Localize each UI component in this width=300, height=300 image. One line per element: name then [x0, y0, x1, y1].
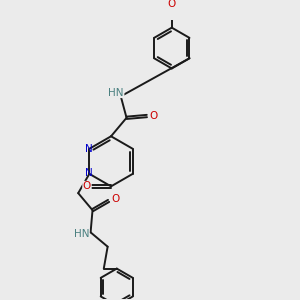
Text: O: O	[83, 182, 91, 191]
Text: O: O	[149, 111, 158, 121]
Text: N: N	[85, 168, 92, 178]
Text: O: O	[111, 194, 119, 204]
Text: HN: HN	[74, 229, 89, 239]
Text: HN: HN	[108, 88, 124, 98]
Text: N: N	[85, 144, 92, 154]
Text: O: O	[168, 0, 176, 8]
